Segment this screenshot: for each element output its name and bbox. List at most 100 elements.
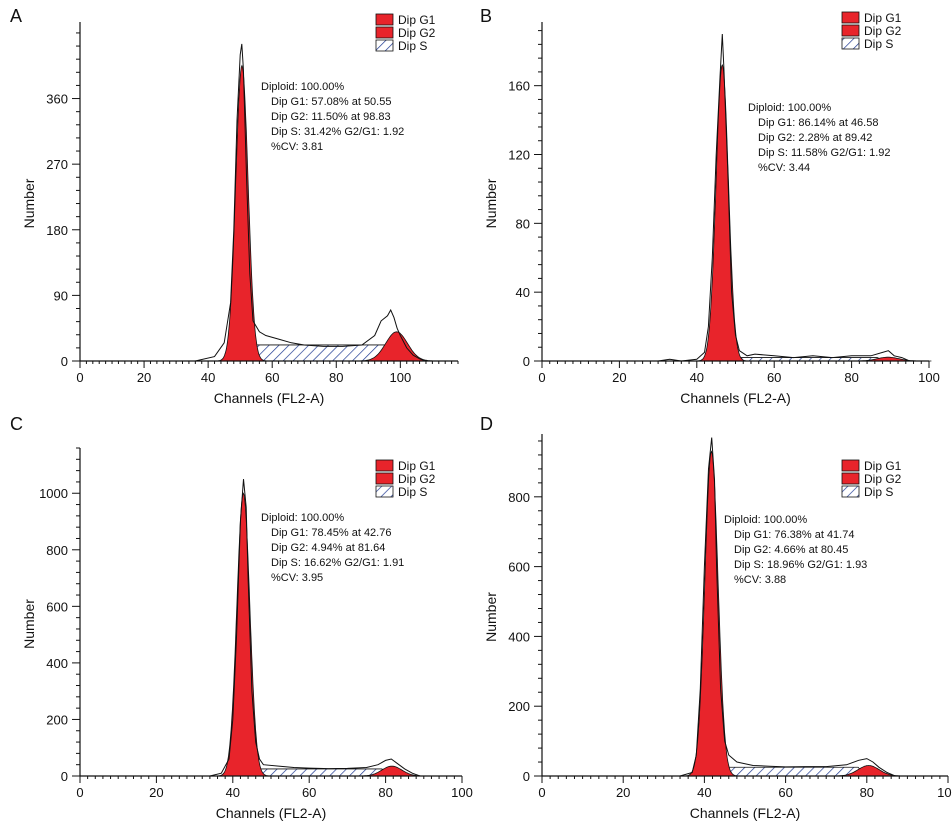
legend-label: Dip G1 (398, 13, 436, 27)
x-tick-label: 20 (612, 370, 626, 385)
y-tick-label: 160 (508, 79, 530, 94)
legend-label: Dip S (398, 39, 427, 53)
data-trace (658, 33, 910, 362)
g1-peak (685, 450, 738, 777)
x-tick-label: 40 (697, 785, 711, 800)
legend-label: Dip G1 (398, 459, 436, 473)
x-axis-label: Channels (FL2-A) (690, 805, 801, 821)
x-tick-label: 100 (389, 370, 411, 385)
stats-line: Diploid: 100.00% (724, 514, 807, 526)
stats-line: Diploid: 100.00% (261, 512, 344, 524)
y-axis-label: Number (483, 592, 499, 642)
x-tick-label: 0 (538, 785, 545, 800)
y-tick-label: 0 (523, 354, 530, 369)
x-tick-label: 80 (860, 785, 874, 800)
x-tick-label: 40 (690, 370, 704, 385)
x-tick-label: 80 (329, 370, 343, 385)
y-tick-label: 360 (46, 92, 68, 107)
legend-label: Dip S (398, 485, 427, 499)
y-tick-label: 400 (46, 656, 68, 671)
x-tick-label: 0 (76, 785, 83, 800)
y-tick-label: 200 (508, 699, 530, 714)
y-tick-label: 800 (508, 490, 530, 505)
panel-label: D (480, 414, 493, 434)
stats-line: Dip G1: 76.38% at 41.74 (734, 529, 854, 541)
flow-histogram-chart: 0 20 40 60 80 100 0 200 400 600 800 Channels (FL2-A… (483, 434, 952, 821)
x-tick-label: 20 (616, 785, 630, 800)
legend-swatch-g2-icon (375, 26, 394, 39)
x-tick-label: 100 (937, 785, 952, 800)
y-tick-label: 0 (61, 354, 68, 369)
panel-label: B (480, 6, 493, 26)
legend-label: Dip S (864, 485, 893, 499)
panel-label: A (10, 6, 23, 26)
data-trace (209, 479, 421, 777)
legend-swatch-s-icon (375, 485, 394, 498)
s-phase-area (242, 344, 393, 362)
legend-swatch-g1-icon (375, 13, 394, 26)
legend-swatch-s-icon (375, 39, 394, 52)
legend-swatch-s-icon (841, 37, 860, 50)
data-trace (195, 43, 427, 362)
legend-swatch-g1-icon (841, 459, 860, 472)
x-tick-label: 0 (538, 370, 545, 385)
y-tick-label: 400 (508, 629, 530, 644)
stats-line: Dip G2: 11.50% at 98.83 (271, 111, 391, 123)
x-axis-label: Channels (FL2-A) (214, 390, 325, 406)
x-tick-label: 100 (918, 370, 940, 385)
y-tick-label: 40 (516, 285, 530, 300)
legend-swatch-s-icon (841, 485, 860, 498)
legend-swatch-g2-icon (841, 472, 860, 485)
stats-line: Diploid: 100.00% (261, 81, 344, 93)
y-tick-label: 90 (54, 288, 68, 303)
x-tick-label: 40 (226, 785, 240, 800)
y-tick-label: 0 (61, 769, 68, 784)
x-tick-label: 60 (265, 370, 279, 385)
stats-line: Diploid: 100.00% (748, 102, 831, 114)
y-tick-label: 80 (516, 216, 530, 231)
data-trace (679, 437, 896, 777)
stats-line: Dip G1: 57.08% at 50.55 (271, 96, 391, 108)
panel-label: C (10, 414, 23, 434)
x-tick-label: 40 (201, 370, 215, 385)
x-tick-label: 80 (378, 785, 392, 800)
legend-label: Dip G2 (398, 26, 436, 40)
stats-line: Dip G2: 4.94% at 81.64 (271, 542, 385, 554)
x-axis-label: Channels (FL2-A) (216, 805, 327, 821)
y-tick-label: 200 (46, 712, 68, 727)
stats-line: Dip S: 16.62% G2/G1: 1.91 (271, 557, 404, 569)
panel-b: B 0 20 40 60 80 100 0 40 80 120 160 Channels (FL2-A… (476, 0, 952, 412)
x-tick-label: 60 (767, 370, 781, 385)
y-tick-label: 270 (46, 157, 68, 172)
stats-line: Dip G1: 78.45% at 42.76 (271, 527, 391, 539)
y-tick-label: 800 (46, 543, 68, 558)
x-tick-label: 20 (149, 785, 163, 800)
x-tick-label: 60 (778, 785, 792, 800)
legend-label: Dip G1 (864, 11, 902, 25)
y-axis-label: Number (483, 178, 499, 228)
legend-swatch-g1-icon (375, 459, 394, 472)
stats-line: Dip G2: 2.28% at 89.42 (758, 132, 872, 144)
g1-peak (217, 64, 267, 362)
x-tick-label: 20 (137, 370, 151, 385)
y-tick-label: 0 (523, 769, 530, 784)
x-tick-label: 60 (302, 785, 316, 800)
y-tick-label: 600 (46, 599, 68, 614)
panel-a: A 0 20 40 60 80 100 0 90 180 270 360 Channels (FL2-… (0, 0, 476, 412)
stats-line: %CV: 3.95 (271, 572, 323, 584)
x-tick-label: 80 (844, 370, 858, 385)
panel-d: D 0 20 40 60 80 100 0 200 400 600 800 Channels (FL2… (476, 412, 952, 824)
panel-c: C 0 20 40 60 80 100 0 200 400 600 800 1000 Channels … (0, 412, 476, 824)
g1-peak (697, 63, 747, 362)
legend-label: Dip G2 (864, 472, 902, 486)
legend-swatch-g1-icon (841, 11, 860, 24)
stats-line: Dip G1: 86.14% at 46.58 (758, 117, 878, 129)
stats-line: Dip G2: 4.66% at 80.45 (734, 544, 848, 556)
stats-line: %CV: 3.44 (758, 162, 810, 174)
stats-line: Dip S: 11.58% G2/G1: 1.92 (758, 147, 890, 159)
legend-label: Dip S (864, 37, 893, 51)
y-tick-label: 120 (508, 148, 530, 163)
y-axis-label: Number (21, 178, 37, 228)
y-tick-label: 180 (46, 223, 68, 238)
